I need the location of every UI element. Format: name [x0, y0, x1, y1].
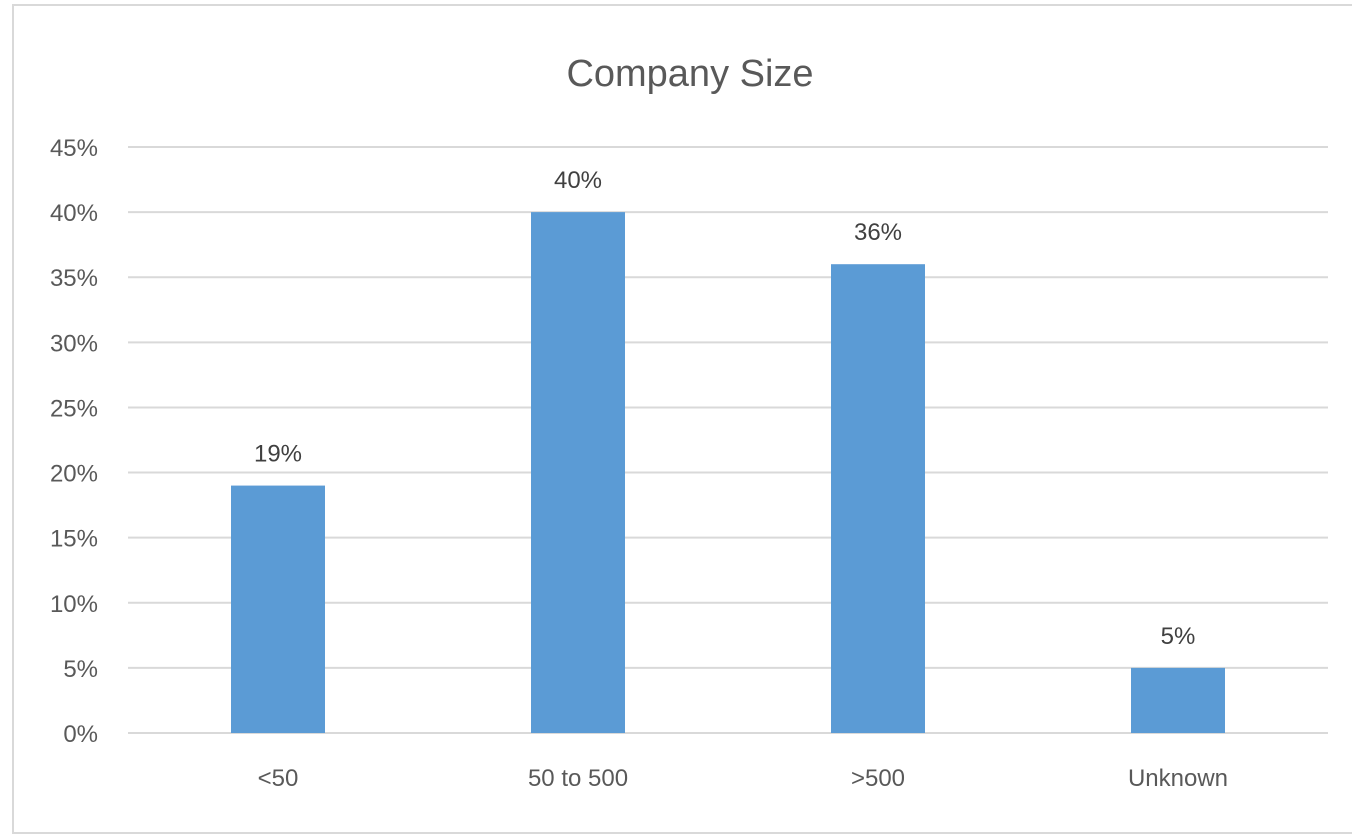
- bars: [231, 212, 1225, 734]
- data-label: 36%: [854, 219, 902, 246]
- y-tick-label: 40%: [50, 200, 98, 227]
- y-tick-label: 10%: [50, 591, 98, 618]
- y-tick-label: 45%: [50, 135, 98, 162]
- bar: [831, 264, 925, 733]
- x-axis-ticks: <50 50 to 500 >500 Unknown: [258, 765, 1228, 792]
- chart-title: Company Size: [566, 53, 813, 95]
- gridlines: [128, 146, 1328, 734]
- x-tick-label: <50: [258, 765, 299, 792]
- y-tick-label: 0%: [63, 721, 98, 748]
- bar: [1131, 667, 1225, 733]
- y-tick-label: 25%: [50, 395, 98, 422]
- data-label: 40%: [554, 167, 602, 194]
- data-labels: 19% 40% 36% 5%: [254, 167, 1195, 650]
- data-label: 5%: [1161, 623, 1196, 650]
- x-tick-label: 50 to 500: [528, 765, 628, 792]
- y-tick-label: 15%: [50, 526, 98, 553]
- y-tick-label: 5%: [63, 656, 98, 683]
- y-tick-label: 30%: [50, 330, 98, 357]
- data-label: 19%: [254, 441, 302, 468]
- bar-chart: Company Size 0% 5% 10% 15% 20% 25% 30% 35% 40% 45…: [50, 53, 1328, 792]
- y-tick-label: 20%: [50, 461, 98, 488]
- y-tick-label: 35%: [50, 265, 98, 292]
- x-tick-label: Unknown: [1128, 765, 1228, 792]
- y-axis-ticks: 0% 5% 10% 15% 20% 25% 30% 35% 40% 45%: [50, 135, 98, 748]
- bar: [531, 212, 625, 734]
- x-tick-label: >500: [851, 765, 905, 792]
- bar: [231, 485, 325, 733]
